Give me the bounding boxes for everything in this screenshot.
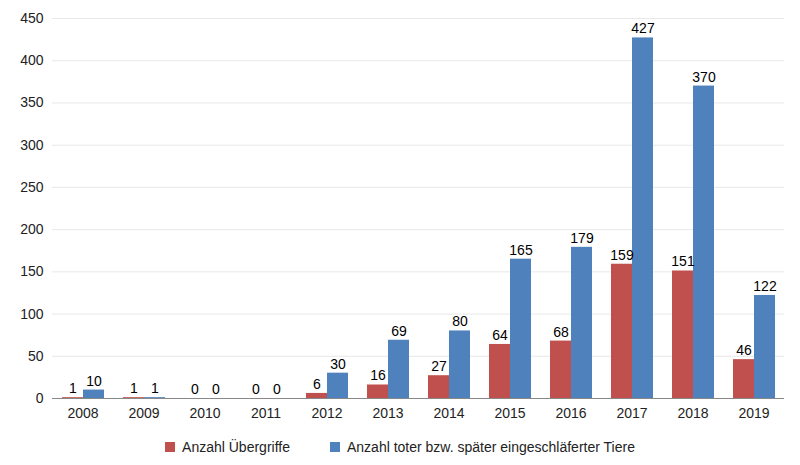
svg-text:2014: 2014 (433, 405, 464, 421)
html-text:Anzahl toter bzw. später einge: Anzahl toter bzw. später eingeschläferte… (347, 439, 635, 455)
svg-text:69: 69 (391, 323, 407, 339)
svg-text:1: 1 (151, 380, 159, 396)
svg-text:250: 250 (20, 179, 44, 195)
svg-text:0: 0 (273, 381, 281, 397)
svg-text:6: 6 (313, 376, 321, 392)
svg-text:0: 0 (191, 381, 199, 397)
svg-text:370: 370 (692, 69, 716, 85)
svg-text:16: 16 (370, 367, 386, 383)
svg-text:2008: 2008 (67, 405, 98, 421)
svg-text:350: 350 (20, 94, 44, 110)
svg-text:0: 0 (212, 381, 220, 397)
svg-text:68: 68 (553, 324, 569, 340)
svg-text:2018: 2018 (677, 405, 708, 421)
svg-text:159: 159 (610, 247, 634, 263)
svg-text:400: 400 (20, 52, 44, 68)
svg-text:165: 165 (509, 242, 533, 258)
svg-text:200: 200 (20, 221, 44, 237)
svg-text:10: 10 (86, 373, 102, 389)
svg-text:80: 80 (452, 313, 468, 329)
svg-text:27: 27 (431, 358, 447, 374)
svg-text:122: 122 (753, 278, 777, 294)
svg-text:1: 1 (69, 380, 77, 396)
svg-text:300: 300 (20, 137, 44, 153)
svg-text:2019: 2019 (738, 405, 769, 421)
html-text:Anzahl Übergriffe: Anzahl Übergriffe (182, 439, 290, 455)
svg-text:2017: 2017 (616, 405, 647, 421)
svg-text:2015: 2015 (494, 405, 525, 421)
svg-text:64: 64 (492, 327, 508, 343)
svg-text:2009: 2009 (128, 405, 159, 421)
svg-text:150: 150 (20, 263, 44, 279)
svg-text:30: 30 (330, 356, 346, 372)
svg-text:1: 1 (130, 380, 138, 396)
svg-text:2012: 2012 (311, 405, 342, 421)
svg-text:2010: 2010 (189, 405, 220, 421)
svg-text:450: 450 (20, 10, 44, 26)
svg-text:2016: 2016 (555, 405, 586, 421)
svg-text:50: 50 (28, 348, 44, 364)
svg-text:427: 427 (631, 20, 655, 36)
svg-text:151: 151 (671, 253, 695, 269)
svg-text:100: 100 (20, 306, 44, 322)
svg-text:2013: 2013 (372, 405, 403, 421)
svg-text:46: 46 (736, 342, 752, 358)
svg-text:2011: 2011 (251, 405, 281, 421)
svg-text:179: 179 (570, 230, 594, 246)
svg-text:0: 0 (36, 390, 44, 406)
svg-text:0: 0 (252, 381, 260, 397)
